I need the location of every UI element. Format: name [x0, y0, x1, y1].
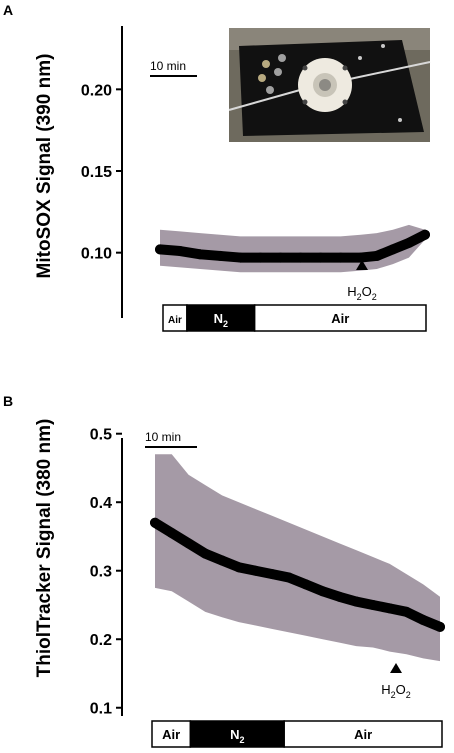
panel-a-data-point	[355, 252, 366, 263]
panel-b-data-point	[217, 555, 228, 566]
panel-b-data-point	[384, 603, 395, 614]
panel-a-scale-bar-label: 10 min	[150, 59, 186, 73]
panel-a-data-point	[315, 252, 326, 263]
panel-b-h2o2-arrow	[390, 663, 402, 673]
panel-b-data-point	[166, 528, 177, 539]
panel-a-data-point	[235, 252, 246, 263]
panel-a-condition-label: Air	[331, 311, 349, 326]
panel-b-data-point	[284, 572, 295, 583]
perfusion-chamber-photo	[228, 28, 431, 142]
panel-a-letter: A	[3, 2, 13, 18]
panel-a-data-point	[371, 250, 382, 261]
panel-b-y-tick-label: 0.1	[90, 701, 112, 718]
panel-b-data-point	[250, 565, 261, 576]
panel-a-condition-segment	[186, 304, 256, 332]
panel-a-condition-label: Air	[168, 315, 182, 326]
panel-a-data-point	[175, 246, 186, 257]
panel-b-plot: 0.1 0.2 0.3 0.4 0.5 10 min H2O2 Air N2 Air	[90, 427, 445, 748]
panel-b-letter: B	[3, 393, 13, 409]
panel-b-condition-label: Air	[162, 727, 180, 742]
panel-b-data-point	[351, 596, 362, 607]
panel-a-y-tick-label: 0.10	[81, 246, 112, 263]
panel-a-condition-segment	[253, 304, 427, 332]
panel-b-data-point	[401, 606, 412, 617]
panel-a-data-point	[403, 237, 414, 248]
panel-b-data-point	[267, 569, 278, 580]
panel-b-y-tick-label: 0.5	[90, 427, 112, 444]
panel-b-data-point	[300, 579, 311, 590]
panel-b-data-point	[418, 615, 429, 626]
panel-a-y-tick-label: 0.15	[81, 164, 112, 181]
panel-a-y-tick-label: 0.20	[81, 82, 112, 99]
panel-b-y-tick-label: 0.4	[90, 495, 112, 512]
panel-b-h2o2-label: H2O2	[381, 682, 411, 700]
panel-a-data-point	[295, 252, 306, 263]
panel-b-data-point	[367, 599, 378, 610]
panel-a-condition-label: N2	[214, 311, 228, 329]
panel-b-data-point	[435, 621, 445, 632]
panel-a-data-point	[255, 252, 266, 263]
panel-b-y-tick-label: 0.3	[90, 564, 112, 581]
panel-b-data-point	[233, 562, 244, 573]
panel-a-data-point	[420, 229, 430, 240]
panel-a-data-point	[335, 252, 346, 263]
panel-b-condition-label: Air	[354, 727, 372, 742]
panel-a-ylabel: MitoSOX Signal (390 nm)	[34, 54, 55, 279]
panel-b-condition-segment	[283, 720, 443, 748]
panel-a-h2o2-arrow	[356, 260, 368, 270]
panel-b-data-point	[183, 538, 194, 549]
panel-a-data-point	[387, 244, 398, 255]
panel-b-data-point	[334, 591, 345, 602]
panel-a-data-point	[215, 250, 226, 261]
panel-b-data-point	[200, 548, 211, 559]
panel-a-data-point	[275, 252, 286, 263]
panel-a-plot: 0.10 0.15 0.20 10 min H2O2 Air N2 Air	[81, 26, 430, 332]
panel-a-h2o2-label: H2O2	[347, 284, 377, 302]
panel-b-sd-band	[155, 454, 440, 662]
panel-b-y-tick-label: 0.2	[90, 632, 112, 649]
panel-a-data-point	[195, 249, 206, 260]
panel-b-ylabel: ThiolTracker Signal (380 nm)	[34, 419, 55, 678]
panel-b-condition-label: N2	[230, 727, 244, 745]
panel-b-data-point	[317, 586, 328, 597]
panel-a-data-point	[155, 244, 165, 255]
panel-b-data-point	[150, 517, 160, 528]
panel-b-scale-bar-label: 10 min	[145, 430, 181, 444]
